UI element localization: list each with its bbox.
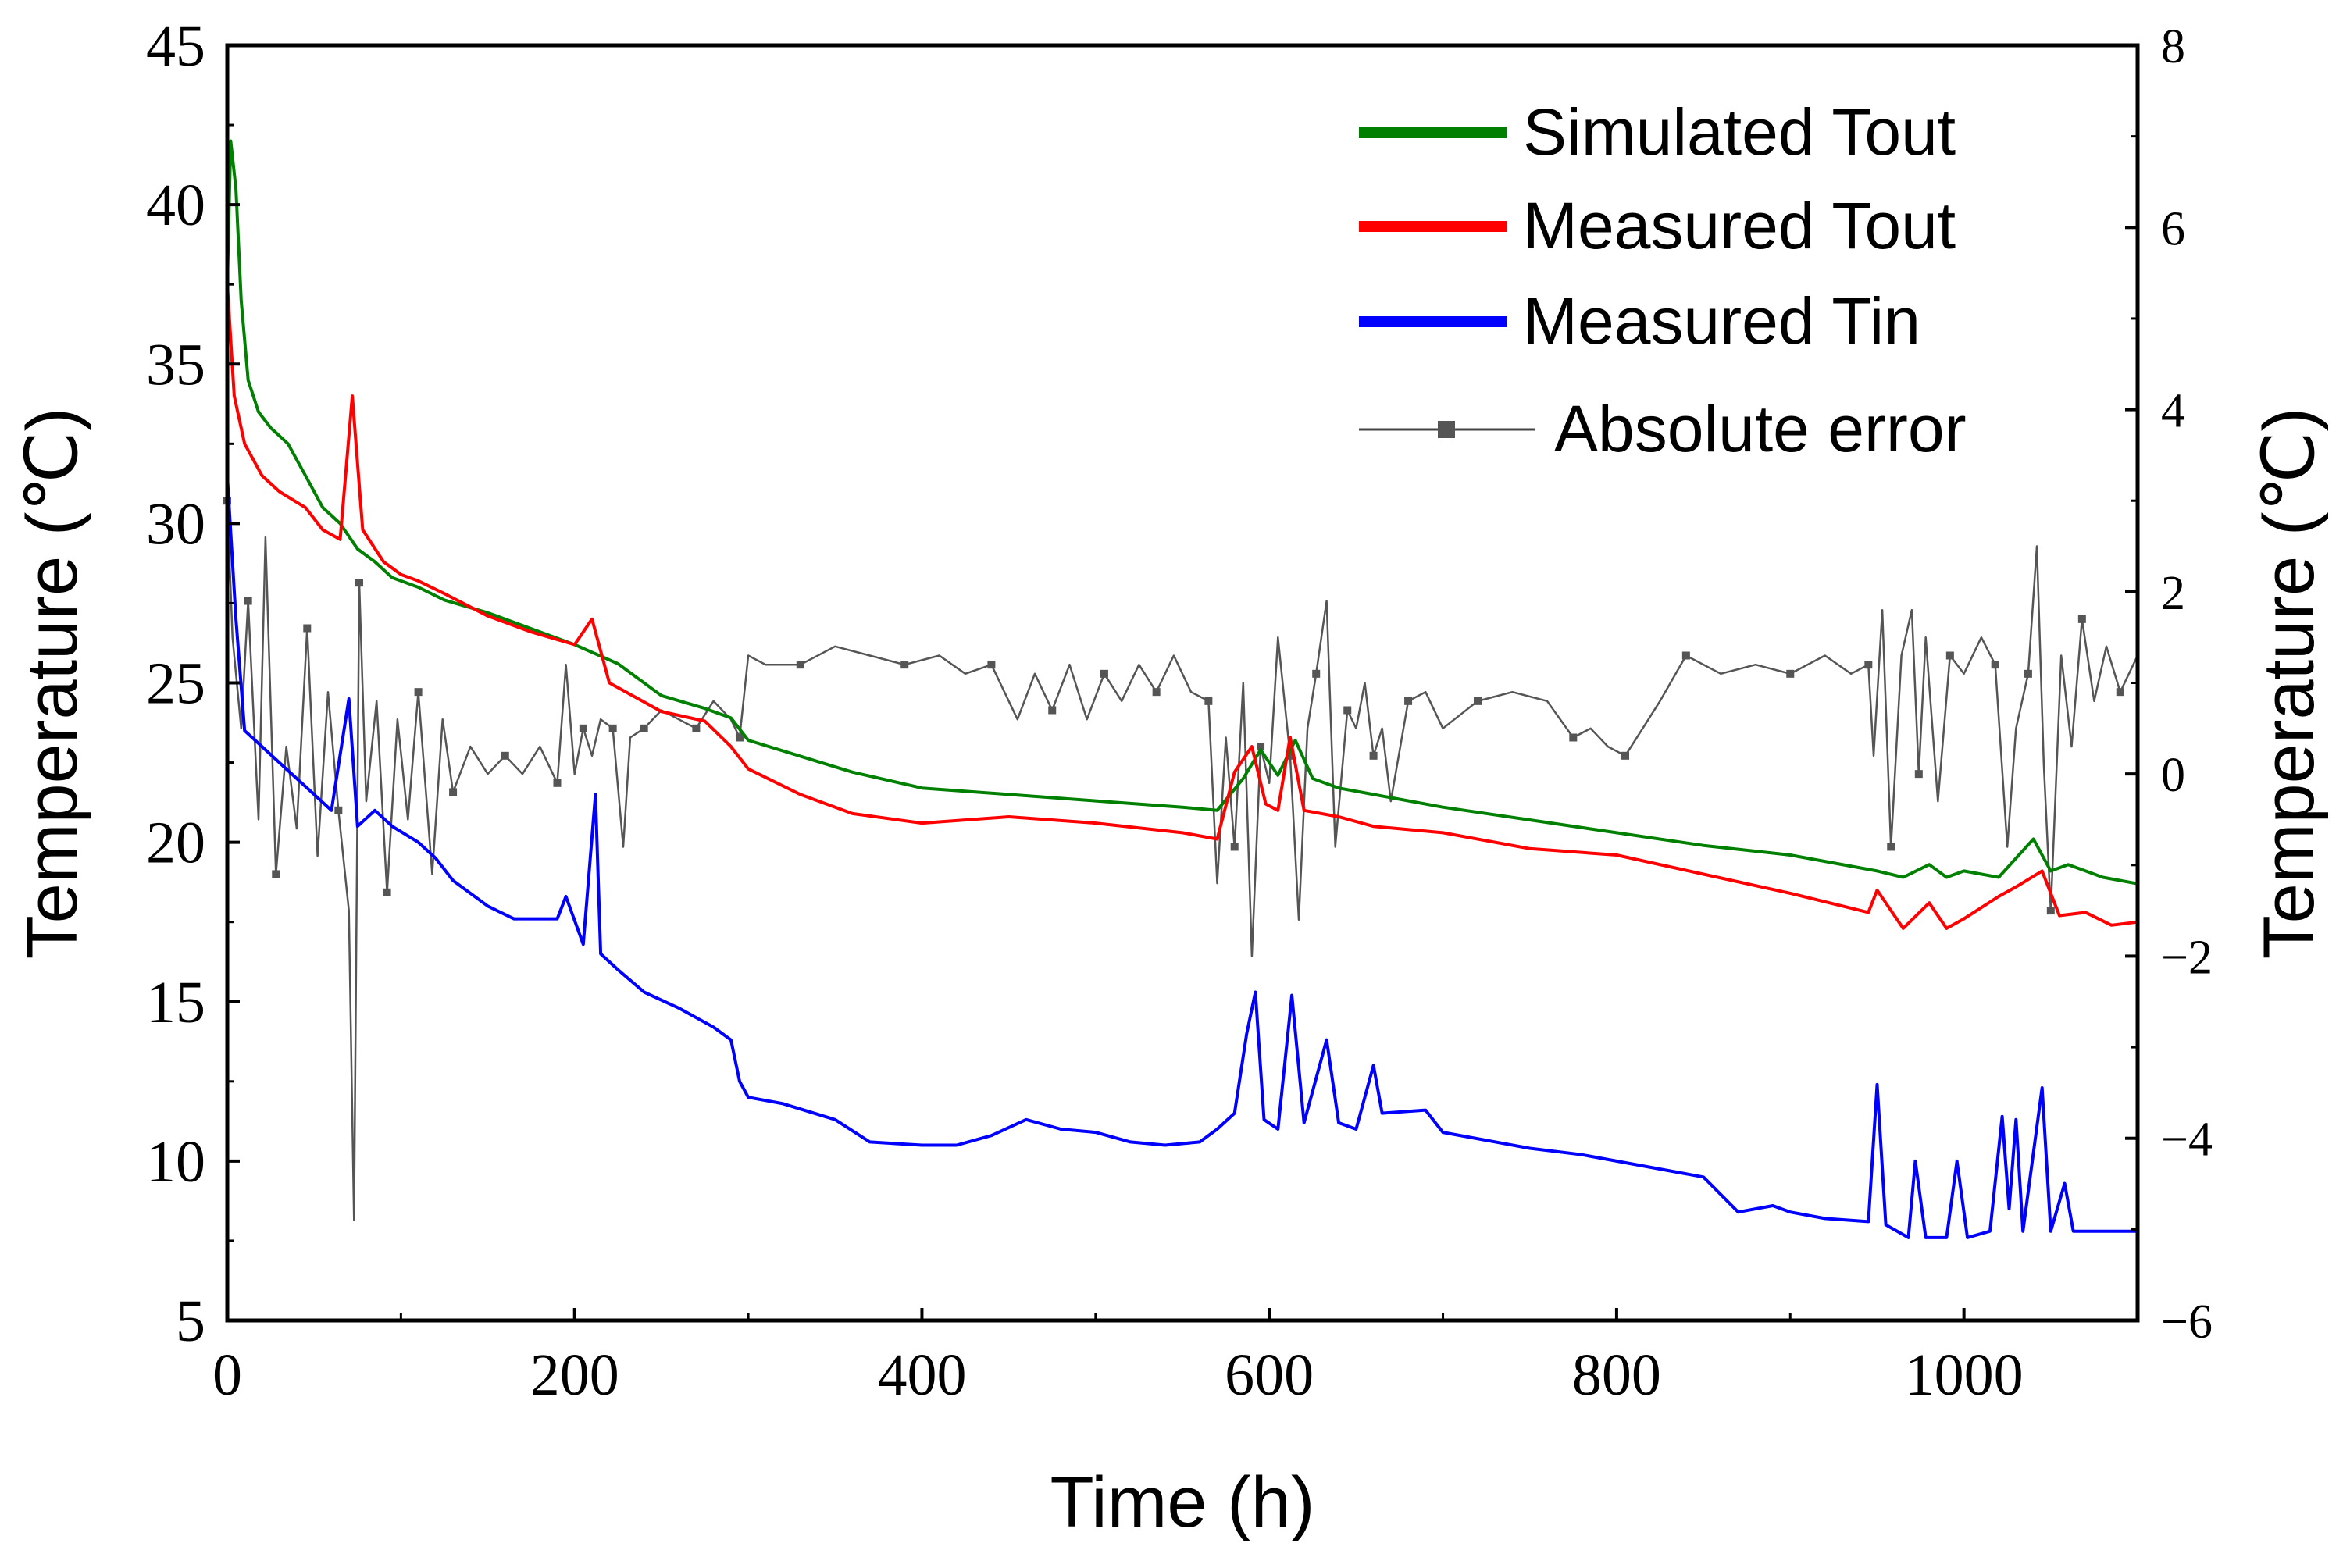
y-right-tick-label: 2: [2161, 567, 2185, 620]
error-marker: [244, 597, 252, 605]
error-marker: [1404, 697, 1413, 705]
error-marker: [383, 888, 391, 896]
error-marker: [501, 751, 509, 760]
legend-label-absolute-error: Absolute error: [1554, 392, 1967, 465]
error-marker: [414, 688, 423, 697]
x-tick-label: 0: [212, 1342, 242, 1408]
x-axis-label: Time (h): [1050, 1463, 1314, 1542]
error-marker: [1343, 706, 1352, 715]
error-marker: [2077, 615, 2086, 623]
error-marker: [1100, 669, 1108, 678]
series-line-measured-tin: [226, 475, 2138, 1239]
error-marker: [1991, 661, 1999, 669]
error-marker: [1681, 651, 1690, 660]
error-marker: [1786, 669, 1795, 678]
y-left-tick-label: 35: [146, 332, 205, 397]
error-marker: [640, 724, 648, 732]
y-left-tick-label: 5: [176, 1288, 205, 1354]
error-marker: [987, 661, 996, 669]
error-marker: [579, 724, 587, 732]
error-marker: [303, 624, 312, 633]
error-marker: [1887, 843, 1895, 851]
legend-label-measured-tin: Measured Tin: [1523, 284, 1920, 358]
x-tick-label: 800: [1572, 1342, 1661, 1408]
series-line-absolute-error: [226, 501, 2139, 1221]
y-right-tick-label: 0: [2161, 749, 2185, 802]
error-marker: [2024, 669, 2032, 678]
error-marker: [1152, 688, 1161, 697]
y-left-tick-label: 15: [146, 970, 205, 1035]
y-axis-label-right: Temperature (℃): [2249, 408, 2329, 960]
error-marker: [1048, 706, 1057, 715]
y-left-tick-label: 10: [146, 1129, 205, 1195]
y-right-tick-label: 6: [2161, 202, 2185, 255]
y-left-tick-label: 45: [146, 13, 205, 79]
error-marker: [1569, 733, 1578, 742]
error-marker: [1257, 743, 1265, 751]
y-right-tick-label: −4: [2161, 1114, 2213, 1167]
series-layer: [223, 139, 2139, 1239]
series-line-simulated-tout: [226, 139, 2138, 886]
error-marker: [449, 788, 458, 796]
legend-marker-absolute-error: [1438, 421, 1455, 438]
y-right-tick-label: 4: [2161, 385, 2185, 438]
legend: Simulated Tout Measured Tout Measured Ti…: [1359, 95, 1967, 465]
y-left-tick-label: 25: [146, 651, 205, 717]
y-axis-label-left: Temperature (℃): [12, 408, 92, 960]
error-marker: [272, 870, 280, 878]
y-left-tick-label: 40: [146, 173, 205, 238]
error-marker: [1286, 751, 1294, 760]
error-marker: [608, 724, 617, 732]
y-right-tick-label: −2: [2161, 931, 2213, 984]
ticks-layer: 0 200 400 600 800 100051015202530354045−6−4−2…: [146, 13, 2213, 1408]
error-marker: [1474, 697, 1482, 705]
error-marker: [1312, 669, 1321, 678]
error-marker: [1864, 661, 1873, 669]
x-tick-label: 600: [1225, 1342, 1314, 1408]
error-marker: [796, 661, 804, 669]
series-line-measured-tout: [226, 284, 2138, 930]
error-marker: [692, 724, 701, 732]
legend-label-simulated-tout: Simulated Tout: [1523, 95, 1956, 169]
error-marker: [1914, 770, 1923, 779]
x-tick-label: 400: [877, 1342, 966, 1408]
error-marker: [735, 733, 744, 742]
error-marker: [355, 579, 363, 587]
legend-label-measured-tout: Measured Tout: [1523, 189, 1956, 262]
y-right-tick-label: −6: [2161, 1295, 2213, 1349]
y-left-tick-label: 20: [146, 811, 205, 876]
error-marker: [1945, 651, 1954, 660]
error-marker: [553, 779, 562, 787]
error-marker: [1621, 751, 1630, 760]
x-tick-label: 200: [530, 1342, 619, 1408]
y-left-tick-label: 30: [146, 491, 205, 557]
x-tick-label: 1000: [1905, 1342, 2024, 1408]
error-marker: [334, 806, 343, 814]
y-right-tick-label: 8: [2161, 20, 2185, 73]
error-marker: [1204, 697, 1213, 705]
error-marker: [2116, 688, 2124, 697]
error-marker: [1369, 751, 1378, 760]
error-marker: [2046, 907, 2055, 915]
error-marker: [900, 661, 909, 669]
error-marker: [1230, 843, 1239, 851]
